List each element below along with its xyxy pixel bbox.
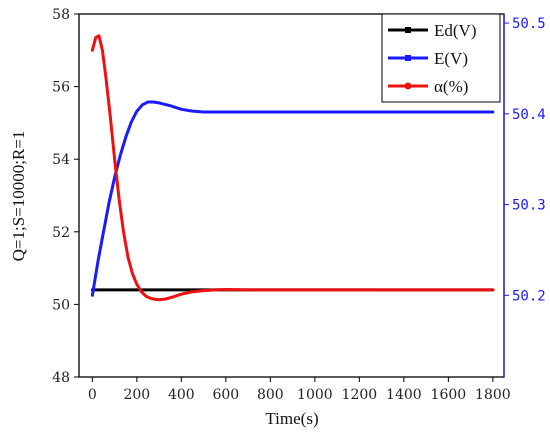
legend-label: E(V) [434, 49, 468, 68]
legend-label: Ed(V) [434, 21, 476, 40]
x-tick-label: 800 [257, 387, 284, 403]
legend: Ed(V) E(V) α(%) [381, 13, 501, 103]
ticks: 0 200 400 600 800 1000 1200 1400 1600 1800 48 50 52 5… [52, 7, 546, 403]
x-tick-label: 1600 [431, 387, 467, 403]
series-lines [90, 34, 495, 302]
legend-marker-square [405, 55, 411, 61]
series-line [90, 100, 495, 297]
x-tick-label: 600 [212, 387, 239, 403]
legend-marker-circle [404, 82, 412, 90]
x-tick-label: 1000 [297, 387, 333, 403]
x-tick-label: 200 [123, 387, 150, 403]
y-right-tick-label: 50.2 [512, 288, 546, 304]
x-tick-label: 1400 [386, 387, 422, 403]
y-right-tick-label: 50.3 [512, 198, 546, 214]
legend-marker-square [405, 27, 411, 33]
y-right-tick-label: 50.4 [512, 107, 546, 123]
legend-label: α(%) [434, 77, 468, 96]
y-right-tick-label: 50.5 [512, 16, 546, 32]
y-left-tick-label: 48 [52, 370, 70, 386]
x-tick-label: 1800 [475, 387, 511, 403]
y-left-tick-label: 50 [52, 297, 70, 313]
y-left-tick-label: 52 [52, 225, 70, 241]
y-left-tick-label: 56 [52, 80, 70, 96]
y-left-tick-label: 58 [52, 7, 70, 23]
x-tick-label: 1200 [342, 387, 378, 403]
x-axis-title: Time(s) [265, 409, 318, 428]
y-left-tick-label: 54 [52, 152, 70, 168]
x-tick-label: 400 [168, 387, 195, 403]
series-line [90, 34, 495, 302]
y-axis-title: Q=1;S=10000;R=1 [9, 131, 28, 262]
x-tick-label: 0 [88, 387, 97, 403]
